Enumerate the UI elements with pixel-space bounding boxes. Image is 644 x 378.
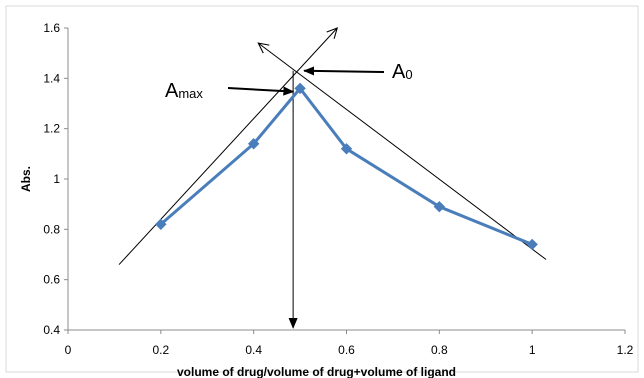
x-tick-label: 0.8: [431, 343, 448, 357]
y-tick-label: 0.4: [43, 323, 60, 337]
construction-line-1: [118, 28, 337, 265]
data-point: [340, 143, 353, 155]
series-line: [159, 86, 533, 246]
series-group: [155, 82, 538, 251]
y-tick-labels: 0.4 0.6 0.8 1 1.2 1.4 1.6: [43, 21, 60, 337]
annotation-amax-sub: max: [178, 86, 203, 101]
annotation-a0: A0: [392, 61, 413, 83]
annotation-amax-main: A: [165, 80, 179, 102]
x-tick-label: 0.4: [245, 343, 262, 357]
annotation-a0-sub: 0: [405, 67, 412, 82]
x-tick-label: 0.2: [152, 343, 169, 357]
data-point: [247, 138, 260, 150]
annotation-amax: Amax: [165, 80, 203, 102]
y-tick-label: 1.4: [43, 71, 60, 85]
annotation-a0-arrow: [303, 66, 385, 76]
x-tick-label: 1.2: [617, 343, 634, 357]
construction-line-2: [258, 43, 547, 260]
y-tick-label: 1.6: [43, 21, 60, 35]
axes: [64, 27, 626, 334]
y-tick-label: 1: [53, 172, 60, 186]
y-tick-label: 0.8: [43, 222, 60, 236]
x-tick-label: 1: [529, 343, 536, 357]
chart-area-border: [5, 5, 639, 373]
x-tick-label: 0: [65, 343, 72, 357]
x-tick-labels: 0 0.2 0.4 0.6 0.8 1 1.2: [65, 343, 634, 357]
construction-lines: [118, 28, 547, 329]
x-axis-label: volume of drug/volume of drug+volume of …: [177, 365, 456, 378]
y-tick-label: 1.2: [43, 122, 60, 136]
data-point: [433, 200, 446, 213]
y-axis-label: Abs.: [19, 166, 33, 192]
x-tick-label: 0.6: [338, 343, 355, 357]
data-point: [526, 238, 538, 251]
y-tick-label: 0.6: [43, 273, 60, 287]
annotation-amax-arrow: [227, 86, 295, 96]
data-point: [294, 82, 306, 95]
annotation-a0-main: A: [392, 61, 406, 83]
data-point: [155, 218, 167, 231]
